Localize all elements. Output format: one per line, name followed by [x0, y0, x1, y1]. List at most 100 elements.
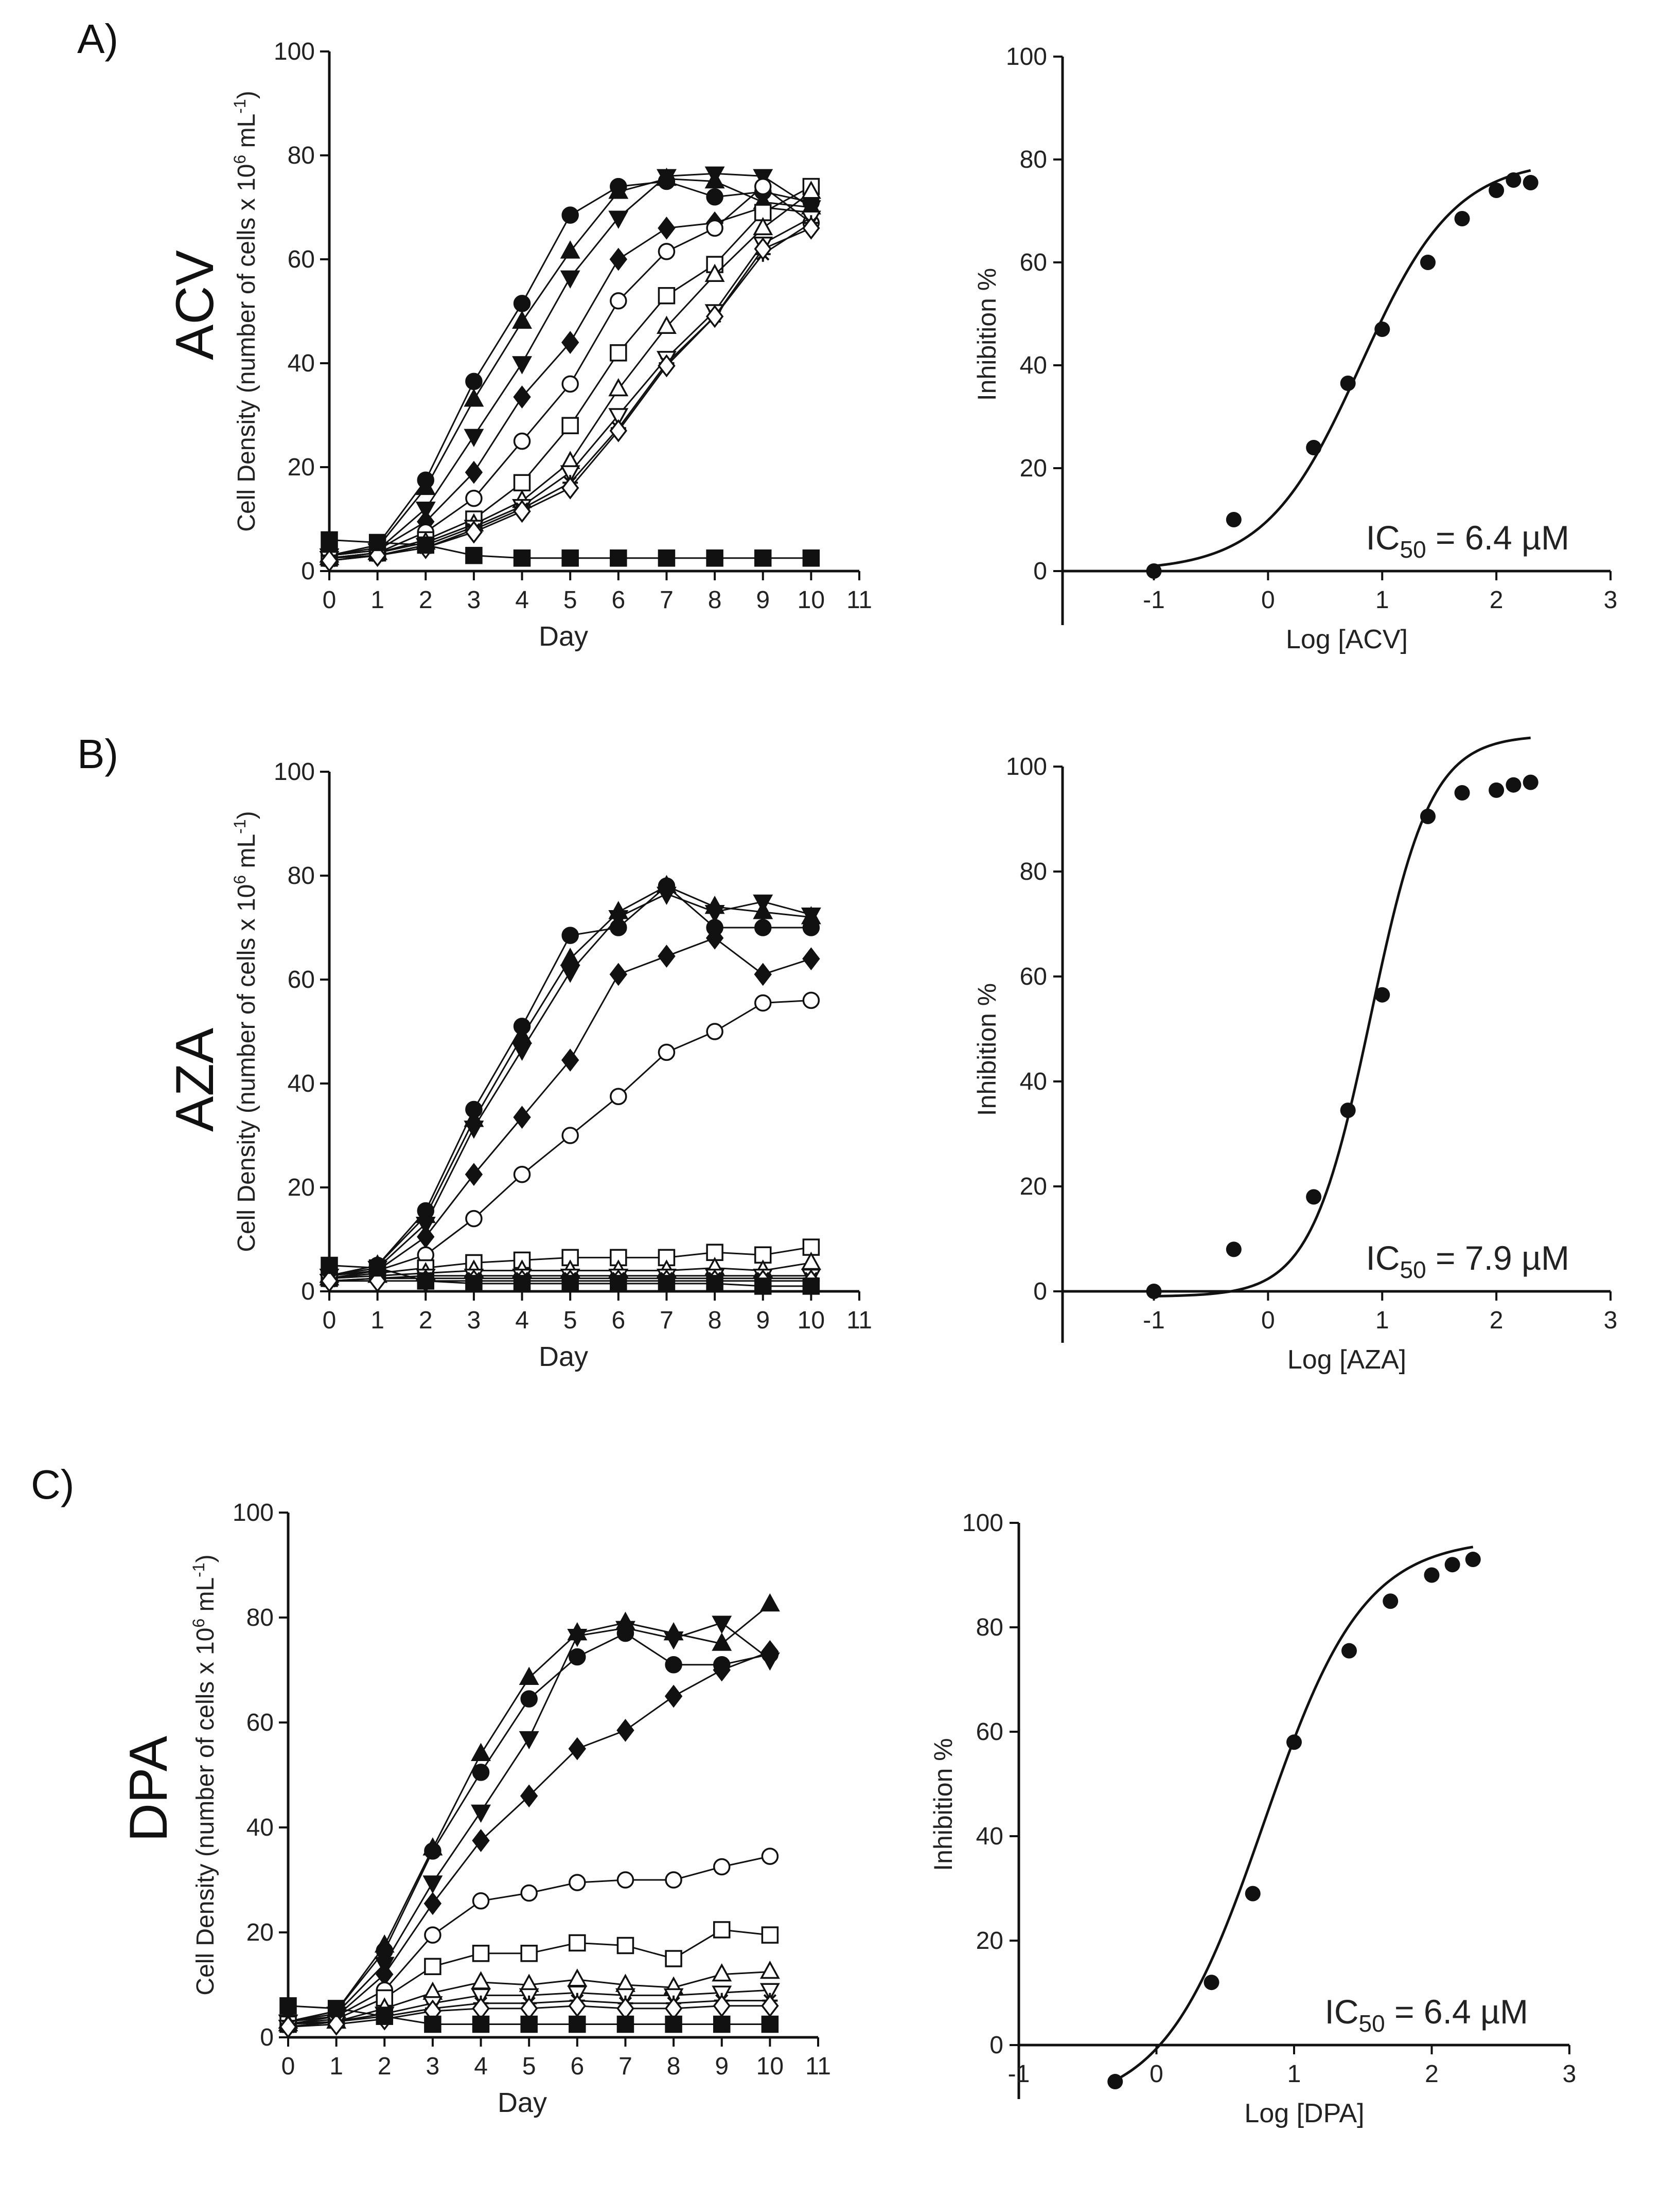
data-point [471, 1804, 491, 1823]
x-axis-label: Day [539, 1341, 588, 1372]
data-point [665, 1656, 682, 1674]
data-point [465, 1210, 483, 1228]
data-point [658, 243, 676, 260]
data-point [560, 465, 580, 484]
data-point [656, 886, 677, 905]
y-tick-label: 100 [1006, 753, 1047, 780]
data-point [424, 2015, 441, 2033]
x-tick-label: 3 [426, 2053, 440, 2080]
y-tick-label: 100 [233, 1499, 274, 1526]
data-point [513, 474, 531, 492]
data-point [1146, 563, 1162, 579]
data-point [368, 534, 386, 552]
data-point [422, 1875, 443, 1894]
data-point [1146, 1284, 1162, 1299]
x-tick-label: 10 [798, 587, 825, 614]
panel-label-c: C) [31, 1462, 75, 1507]
x-tick-label: 0 [1150, 2060, 1163, 2088]
data-point [754, 963, 772, 986]
x-tick-label: 4 [515, 587, 529, 614]
data-point [417, 1272, 435, 1290]
x-tick-label: 6 [570, 2053, 584, 2080]
data-point [520, 2015, 538, 2033]
x-axis-label: Day [498, 2087, 547, 2118]
data-point [802, 1277, 820, 1295]
data-point [464, 429, 484, 448]
y-tick-label: 80 [288, 142, 315, 169]
data-point [568, 1994, 587, 2018]
data-point [1420, 255, 1436, 270]
y-tick-label: 20 [1020, 1173, 1047, 1200]
data-point [1204, 1975, 1219, 1991]
data-point [1226, 512, 1242, 527]
data-point [424, 1958, 441, 1976]
data-point [616, 1997, 634, 2020]
data-point [754, 994, 772, 1012]
y-tick-label: 60 [246, 1709, 274, 1736]
x-tick-label: 2 [1490, 587, 1504, 614]
data-point [1506, 172, 1522, 188]
data-point [560, 270, 580, 289]
x-axis-label: Log [ACV] [1286, 625, 1408, 654]
data-point [705, 305, 724, 328]
data-point [615, 1621, 635, 1640]
y-tick-label: 100 [274, 38, 315, 65]
y-tick-label: 20 [246, 1919, 274, 1946]
data-point [713, 1921, 731, 1939]
ic50-annotation: IC50 = 7.9 µM [1366, 1239, 1569, 1283]
x-tick-label: 5 [563, 587, 577, 614]
data-point [464, 1121, 484, 1139]
data-point [465, 489, 483, 507]
y-tick-label: 0 [1033, 558, 1047, 585]
data-point [802, 947, 820, 970]
data-point [1374, 322, 1390, 337]
data-point [761, 1994, 779, 2018]
data-point [1306, 440, 1322, 455]
x-tick-label: 2 [419, 587, 433, 614]
series-square-filled [321, 531, 820, 567]
data-point [1489, 183, 1505, 198]
y-tick-label: 80 [246, 1604, 274, 1631]
series-line [329, 885, 811, 1277]
data-point [608, 910, 629, 929]
data-point [759, 1593, 780, 1612]
x-tick-label: 6 [611, 587, 625, 614]
x-tick-label: 8 [667, 2053, 681, 2080]
x-tick-label: 3 [467, 587, 481, 614]
data-point [520, 1997, 538, 2020]
data-point [560, 240, 580, 259]
y-tick-label: 20 [1020, 455, 1047, 482]
y-axis-label: Inhibition % [972, 268, 1001, 401]
data-point [561, 476, 579, 500]
data-point [560, 965, 580, 983]
data-point [1454, 785, 1470, 801]
data-point [561, 417, 579, 434]
data-point [713, 2015, 731, 2033]
data-point [1340, 1103, 1356, 1118]
data-point [512, 310, 533, 329]
series-circle-filled [321, 877, 820, 1285]
y-tick-label: 80 [1020, 858, 1047, 885]
x-tick-label: 1 [370, 587, 384, 614]
data-point [513, 1166, 531, 1183]
data-point [665, 1871, 682, 1889]
data-point [608, 181, 629, 199]
data-point [376, 2008, 394, 2025]
data-point [320, 549, 339, 573]
y-tick-label: 0 [301, 558, 315, 585]
series-triangle-up-filled [278, 1593, 780, 2029]
series-square-filled [321, 1256, 820, 1295]
data-point [327, 2013, 345, 2036]
data-point [465, 520, 483, 544]
data-point [279, 1997, 297, 2015]
series-circle-open [321, 991, 820, 1287]
data-point [658, 549, 676, 567]
x-tick-label: 1 [1375, 1307, 1389, 1334]
x-tick-label: 11 [846, 587, 872, 614]
data-point [1420, 808, 1436, 824]
data-point [513, 500, 531, 523]
x-tick-label: 0 [281, 2053, 295, 2080]
data-point [472, 1945, 490, 1962]
data-point [520, 1945, 538, 1962]
data-point [1506, 777, 1522, 793]
